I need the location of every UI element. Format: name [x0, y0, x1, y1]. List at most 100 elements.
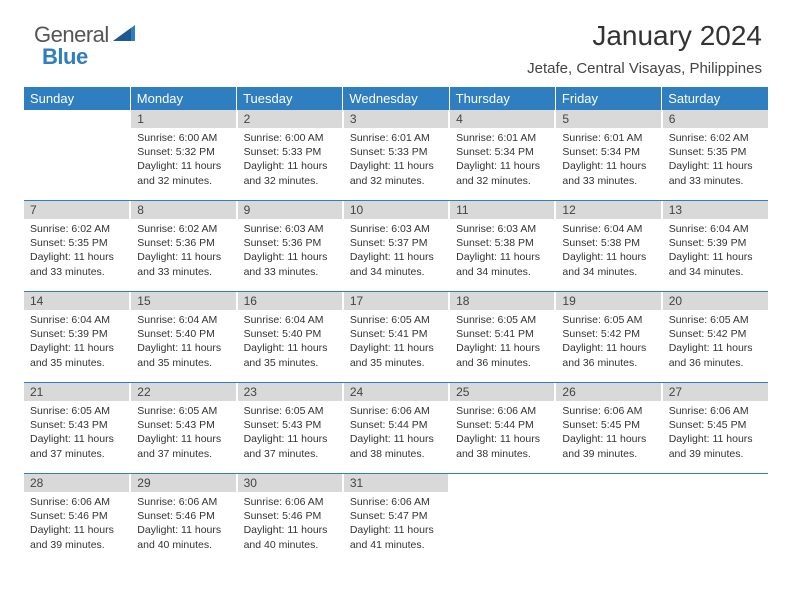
calendar-cell	[449, 474, 555, 564]
location-subtitle: Jetafe, Central Visayas, Philippines	[24, 60, 762, 77]
day-number: 24	[344, 383, 448, 401]
calendar-cell	[24, 110, 130, 200]
day-details: Sunrise: 6:03 AMSunset: 5:37 PMDaylight:…	[344, 219, 448, 283]
day-number: 20	[663, 292, 768, 310]
logo-word2: Blue	[42, 44, 88, 70]
calendar-cell: 10Sunrise: 6:03 AMSunset: 5:37 PMDayligh…	[343, 201, 449, 291]
calendar-cell: 27Sunrise: 6:06 AMSunset: 5:45 PMDayligh…	[662, 383, 768, 473]
calendar-cell	[662, 474, 768, 564]
day-number: 2	[238, 110, 342, 128]
day-details: Sunrise: 6:01 AMSunset: 5:33 PMDaylight:…	[344, 128, 448, 192]
day-details: Sunrise: 6:06 AMSunset: 5:46 PMDaylight:…	[24, 492, 129, 556]
day-number	[663, 474, 768, 492]
calendar-cell: 8Sunrise: 6:02 AMSunset: 5:36 PMDaylight…	[130, 201, 236, 291]
day-number: 10	[344, 201, 448, 219]
day-details: Sunrise: 6:05 AMSunset: 5:43 PMDaylight:…	[24, 401, 129, 465]
day-details: Sunrise: 6:06 AMSunset: 5:47 PMDaylight:…	[344, 492, 448, 556]
day-header: Wednesday	[343, 87, 449, 110]
day-number: 19	[556, 292, 660, 310]
day-number: 14	[24, 292, 129, 310]
day-details: Sunrise: 6:03 AMSunset: 5:38 PMDaylight:…	[450, 219, 554, 283]
calendar-cell: 16Sunrise: 6:04 AMSunset: 5:40 PMDayligh…	[237, 292, 343, 382]
day-details: Sunrise: 6:02 AMSunset: 5:35 PMDaylight:…	[663, 128, 768, 192]
calendar-week-row: 1Sunrise: 6:00 AMSunset: 5:32 PMDaylight…	[24, 110, 768, 200]
day-details: Sunrise: 6:04 AMSunset: 5:39 PMDaylight:…	[663, 219, 768, 283]
day-number: 1	[131, 110, 235, 128]
calendar-week-row: 28Sunrise: 6:06 AMSunset: 5:46 PMDayligh…	[24, 474, 768, 564]
day-details: Sunrise: 6:00 AMSunset: 5:32 PMDaylight:…	[131, 128, 235, 192]
day-details: Sunrise: 6:03 AMSunset: 5:36 PMDaylight:…	[238, 219, 342, 283]
day-number: 26	[556, 383, 660, 401]
day-number: 17	[344, 292, 448, 310]
day-number: 7	[24, 201, 129, 219]
day-number: 30	[238, 474, 342, 492]
calendar-cell: 9Sunrise: 6:03 AMSunset: 5:36 PMDaylight…	[237, 201, 343, 291]
day-number: 23	[238, 383, 342, 401]
day-header: Friday	[555, 87, 661, 110]
day-number: 6	[663, 110, 768, 128]
calendar-cell: 7Sunrise: 6:02 AMSunset: 5:35 PMDaylight…	[24, 201, 130, 291]
calendar-cell: 30Sunrise: 6:06 AMSunset: 5:46 PMDayligh…	[237, 474, 343, 564]
calendar-cell: 26Sunrise: 6:06 AMSunset: 5:45 PMDayligh…	[555, 383, 661, 473]
calendar-week-row: 7Sunrise: 6:02 AMSunset: 5:35 PMDaylight…	[24, 201, 768, 291]
day-details: Sunrise: 6:06 AMSunset: 5:44 PMDaylight:…	[344, 401, 448, 465]
day-details: Sunrise: 6:06 AMSunset: 5:44 PMDaylight:…	[450, 401, 554, 465]
day-number: 31	[344, 474, 448, 492]
day-header-row: SundayMondayTuesdayWednesdayThursdayFrid…	[24, 87, 768, 110]
day-details: Sunrise: 6:02 AMSunset: 5:35 PMDaylight:…	[24, 219, 129, 283]
day-details: Sunrise: 6:00 AMSunset: 5:33 PMDaylight:…	[238, 128, 342, 192]
day-number: 22	[131, 383, 235, 401]
day-number: 16	[238, 292, 342, 310]
day-details: Sunrise: 6:04 AMSunset: 5:38 PMDaylight:…	[556, 219, 660, 283]
calendar-cell: 11Sunrise: 6:03 AMSunset: 5:38 PMDayligh…	[449, 201, 555, 291]
day-details: Sunrise: 6:04 AMSunset: 5:39 PMDaylight:…	[24, 310, 129, 374]
day-number: 28	[24, 474, 129, 492]
day-number: 11	[450, 201, 554, 219]
day-number: 4	[450, 110, 554, 128]
day-number	[556, 474, 660, 492]
day-header: Saturday	[662, 87, 768, 110]
calendar-cell: 12Sunrise: 6:04 AMSunset: 5:38 PMDayligh…	[555, 201, 661, 291]
day-details: Sunrise: 6:04 AMSunset: 5:40 PMDaylight:…	[238, 310, 342, 374]
day-details: Sunrise: 6:06 AMSunset: 5:46 PMDaylight:…	[131, 492, 235, 556]
day-details: Sunrise: 6:06 AMSunset: 5:46 PMDaylight:…	[238, 492, 342, 556]
calendar-cell: 25Sunrise: 6:06 AMSunset: 5:44 PMDayligh…	[449, 383, 555, 473]
calendar-cell: 28Sunrise: 6:06 AMSunset: 5:46 PMDayligh…	[24, 474, 130, 564]
day-details: Sunrise: 6:05 AMSunset: 5:42 PMDaylight:…	[556, 310, 660, 374]
calendar-cell: 3Sunrise: 6:01 AMSunset: 5:33 PMDaylight…	[343, 110, 449, 200]
calendar-week-row: 14Sunrise: 6:04 AMSunset: 5:39 PMDayligh…	[24, 292, 768, 382]
day-number: 21	[24, 383, 129, 401]
day-header: Thursday	[449, 87, 555, 110]
calendar-cell: 18Sunrise: 6:05 AMSunset: 5:41 PMDayligh…	[449, 292, 555, 382]
day-number: 27	[663, 383, 768, 401]
day-details: Sunrise: 6:05 AMSunset: 5:41 PMDaylight:…	[344, 310, 448, 374]
day-header: Sunday	[24, 87, 130, 110]
day-number: 8	[131, 201, 235, 219]
calendar-table: SundayMondayTuesdayWednesdayThursdayFrid…	[24, 87, 768, 564]
calendar-cell: 17Sunrise: 6:05 AMSunset: 5:41 PMDayligh…	[343, 292, 449, 382]
day-details: Sunrise: 6:05 AMSunset: 5:42 PMDaylight:…	[663, 310, 768, 374]
calendar-week-row: 21Sunrise: 6:05 AMSunset: 5:43 PMDayligh…	[24, 383, 768, 473]
calendar-cell: 15Sunrise: 6:04 AMSunset: 5:40 PMDayligh…	[130, 292, 236, 382]
day-number: 18	[450, 292, 554, 310]
day-number: 29	[131, 474, 235, 492]
calendar-cell	[555, 474, 661, 564]
calendar-cell: 31Sunrise: 6:06 AMSunset: 5:47 PMDayligh…	[343, 474, 449, 564]
day-number: 15	[131, 292, 235, 310]
day-number: 12	[556, 201, 660, 219]
day-number	[24, 110, 129, 128]
day-number: 3	[344, 110, 448, 128]
day-details: Sunrise: 6:05 AMSunset: 5:43 PMDaylight:…	[131, 401, 235, 465]
calendar-cell: 13Sunrise: 6:04 AMSunset: 5:39 PMDayligh…	[662, 201, 768, 291]
day-details: Sunrise: 6:04 AMSunset: 5:40 PMDaylight:…	[131, 310, 235, 374]
calendar-cell: 22Sunrise: 6:05 AMSunset: 5:43 PMDayligh…	[130, 383, 236, 473]
calendar-cell: 1Sunrise: 6:00 AMSunset: 5:32 PMDaylight…	[130, 110, 236, 200]
calendar-cell: 29Sunrise: 6:06 AMSunset: 5:46 PMDayligh…	[130, 474, 236, 564]
calendar-cell: 20Sunrise: 6:05 AMSunset: 5:42 PMDayligh…	[662, 292, 768, 382]
day-number: 9	[238, 201, 342, 219]
day-details: Sunrise: 6:02 AMSunset: 5:36 PMDaylight:…	[131, 219, 235, 283]
logo-triangle-icon	[113, 25, 135, 46]
day-details: Sunrise: 6:06 AMSunset: 5:45 PMDaylight:…	[663, 401, 768, 465]
calendar-cell: 4Sunrise: 6:01 AMSunset: 5:34 PMDaylight…	[449, 110, 555, 200]
day-details: Sunrise: 6:05 AMSunset: 5:43 PMDaylight:…	[238, 401, 342, 465]
